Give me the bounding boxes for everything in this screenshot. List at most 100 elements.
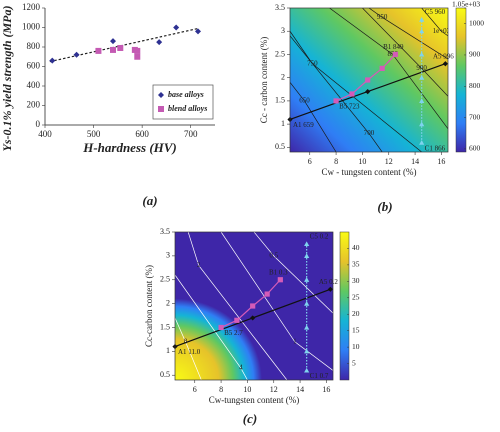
data-point <box>327 286 333 292</box>
colorbar-tick-label: 30 <box>352 276 360 285</box>
data-point <box>419 140 425 145</box>
data-point <box>365 77 371 83</box>
data-point <box>134 53 141 60</box>
contour-label: 4 <box>239 364 243 372</box>
data-point <box>419 28 425 34</box>
data-point <box>110 46 116 53</box>
data-point <box>117 44 124 51</box>
data-point <box>419 51 425 57</box>
data-point <box>49 57 56 64</box>
y-tick-label: 3 <box>166 251 170 260</box>
y-tick-label: 600 <box>27 61 41 71</box>
colorbar-tick-label: 15 <box>352 325 360 334</box>
data-point <box>156 39 163 46</box>
x-tick-label: 700 <box>184 129 198 139</box>
colorbar-tick-label: 35 <box>352 260 360 269</box>
x-tick-label: 16 <box>322 385 330 394</box>
y-axis-label: Cc - carbon content (%) <box>259 37 269 123</box>
contour-line <box>175 274 248 380</box>
x-tick-label: 12 <box>385 157 393 166</box>
y-tick-label: 1 <box>281 119 285 128</box>
x-tick-label: 6 <box>193 385 197 394</box>
point-label: B5 2.7 <box>224 329 243 337</box>
data-point <box>173 24 180 31</box>
data-point <box>304 277 310 282</box>
colorbar-tick-label: 700 <box>469 112 481 121</box>
y-tick-label: 2 <box>281 73 285 82</box>
x-tick-label: 600 <box>135 129 149 139</box>
legend-label: blend alloys <box>168 104 207 113</box>
contour-line <box>368 8 448 60</box>
x-tick-label: 6 <box>308 157 312 166</box>
contour-line <box>253 232 333 314</box>
y-tick-label: 3 <box>281 26 285 35</box>
y-tick-label: 1.5 <box>160 322 170 331</box>
y-tick-label: 0.5 <box>160 370 170 379</box>
x-tick-label: 10 <box>243 385 251 394</box>
plot-frame <box>174 231 334 381</box>
y-tick-label: 1200 <box>22 2 41 12</box>
contour-line <box>362 8 448 97</box>
colorbar <box>339 231 350 381</box>
contour-line <box>290 35 383 152</box>
point-label: C5 0.2 <box>310 233 329 241</box>
y-tick-label: 3.5 <box>275 3 285 12</box>
y-tick-label: 1000 <box>22 22 41 32</box>
contour-label: 900 <box>416 64 427 72</box>
data-point <box>195 28 201 35</box>
point-label: B5 723 <box>339 103 360 111</box>
y-tick-label: 2.5 <box>275 49 285 58</box>
data-point <box>349 91 355 97</box>
data-point <box>95 47 102 54</box>
contour-line <box>290 82 337 152</box>
y-tick-label: 1.5 <box>275 96 285 105</box>
contour-label: 950 <box>377 13 388 21</box>
x-tick-label: 14 <box>296 385 304 394</box>
x-tick-label: 14 <box>411 157 419 166</box>
plot-frame <box>289 7 449 153</box>
contours: 8 4 2 1 0.5 <box>175 232 333 380</box>
data-point <box>419 121 425 127</box>
data-point <box>304 348 310 354</box>
point-label: B1 849 <box>383 43 404 51</box>
y-tick-label: 2.5 <box>160 275 170 284</box>
x-tick-label: 8 <box>334 157 338 166</box>
data-point <box>304 367 310 373</box>
data-point <box>304 301 310 306</box>
data-point <box>333 98 339 104</box>
data-point <box>264 291 270 297</box>
x-tick-label: 8 <box>219 385 223 394</box>
data-point <box>442 61 448 67</box>
caption: (c) <box>243 411 257 426</box>
x-tick-label: 400 <box>38 129 52 139</box>
legend-marker <box>158 92 164 98</box>
colorbar-tick-label: 25 <box>352 292 360 301</box>
y-tick-label: 1 <box>166 346 170 355</box>
point-label: C1 866 <box>425 144 446 152</box>
contour-line <box>187 232 288 380</box>
point-label: B1 0.3 <box>269 268 288 276</box>
point-label: C1 0.7 <box>310 372 329 380</box>
y-tick-label: 0.5 <box>275 142 285 151</box>
colorbar-tick-label: 600 <box>469 144 481 153</box>
contour-label: 650 <box>299 97 310 105</box>
y-tick-label: 0 <box>36 119 41 129</box>
data-point <box>304 324 310 330</box>
contour-label: 0.5 <box>269 251 278 259</box>
data-point <box>234 317 240 323</box>
data-point <box>365 89 371 95</box>
legend-label: base alloys <box>168 90 204 99</box>
contour-line <box>329 8 448 129</box>
colorbar-tick-label: 1000 <box>469 18 484 27</box>
data-point <box>304 253 310 258</box>
trend-line <box>49 27 199 63</box>
contour-label: 700 <box>364 129 375 137</box>
data-point <box>379 65 385 71</box>
caption: (b) <box>377 199 392 214</box>
x-tick-label: 16 <box>437 157 445 166</box>
data-point <box>392 51 398 58</box>
data-point <box>250 315 256 321</box>
point-label: A5 0.2 <box>319 278 339 286</box>
